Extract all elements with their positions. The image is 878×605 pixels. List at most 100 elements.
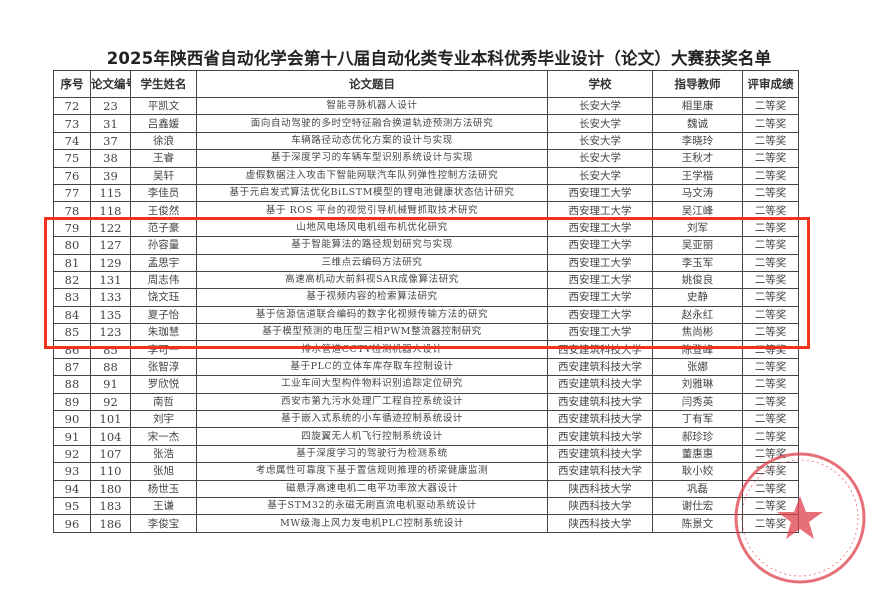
header-school: 学校: [547, 70, 653, 98]
cell-paper-id: 122: [90, 218, 131, 238]
table-row: 86 85 李可一 排水管道CCTV检测机器人设计 西安建筑科技大学 陈登峰 二等奖: [53, 340, 799, 359]
cell-student-name: 王俊然: [130, 201, 197, 220]
cell-paper-title: 基于元启发式算法优化BiLSTM模型的锂电池健康状态估计研究: [196, 183, 548, 203]
cell-advisor: 谢仕宏: [652, 496, 743, 516]
cell-paper-id: 107: [90, 444, 131, 464]
cell-paper-title: 车辆路径动态优化方案的设计与实现: [196, 131, 548, 151]
cell-school: 西安建筑科技大学: [547, 410, 653, 429]
cell-index: 77: [53, 183, 91, 203]
table-row: 94 180 杨世玉 磁悬浮高速电机二电平功率放大器设计 陕西科技大学 巩磊 二等奖: [53, 479, 799, 498]
cell-result: 二等奖: [742, 114, 799, 133]
cell-student-name: 吴轩: [130, 166, 197, 185]
cell-paper-title: 智能寻脉机器人设计: [196, 96, 548, 116]
cell-school: 陕西科技大学: [547, 496, 653, 516]
cell-paper-title: 工业车间大型构件物料识别追踪定位研究: [196, 375, 548, 394]
cell-paper-title: 基于嵌入式系统的小车循迹控制系统设计: [196, 410, 548, 429]
cell-paper-title: 基于 ROS 平台的视觉引导机械臂抓取技术研究: [196, 201, 548, 220]
cell-paper-id: 186: [90, 514, 131, 533]
cell-index: 72: [53, 96, 91, 116]
cell-student-name: 李俊宝: [130, 514, 197, 533]
cell-advisor: 刘军: [652, 218, 743, 238]
cell-result: 二等奖: [742, 253, 799, 272]
cell-school: 长安大学: [547, 96, 653, 116]
cell-result: 二等奖: [742, 218, 799, 238]
cell-student-name: 吕鑫媛: [130, 114, 197, 133]
cell-student-name: 范子豪: [130, 218, 197, 238]
cell-school: 西安理工大学: [547, 305, 653, 325]
cell-result: 二等奖: [742, 166, 799, 185]
table-row: 73 31 吕鑫媛 面向自动驾驶的多时空特征融合换道轨迹预测方法研究 长安大学 魏诚 二等奖: [53, 114, 799, 133]
cell-advisor: 郝珍珍: [652, 427, 743, 446]
cell-advisor: 巩磊: [652, 479, 743, 498]
cell-paper-id: 37: [90, 131, 131, 151]
cell-advisor: 吴江峰: [652, 201, 743, 220]
cell-paper-id: 123: [90, 323, 131, 342]
award-table: 序号 论文编号 学生姓名 论文题目 学校 指导教师 评审成绩 7223平凯文智能…: [53, 70, 799, 533]
table-row: 83 133 饶文珏 基于视频内容的检索算法研究 西安理工大学 史静 二等奖: [53, 288, 799, 307]
cell-paper-id: 92: [90, 392, 131, 412]
cell-advisor: 吴亚丽: [652, 236, 743, 255]
cell-paper-title: 基于信源信道联合编码的数字化视频传输方法的研究: [196, 305, 548, 325]
cell-paper-id: 110: [90, 462, 131, 481]
cell-paper-title: 四旋翼无人机飞行控制系统设计: [196, 427, 548, 446]
cell-index: 84: [53, 305, 91, 325]
table-row: 90 101 刘宇 基于嵌入式系统的小车循迹控制系统设计 西安建筑科技大学 丁有军 二等奖: [53, 410, 799, 429]
cell-school: 西安建筑科技大学: [547, 444, 653, 464]
cell-paper-title: 基于模型预测的电压型三相PWM整流器控制研究: [196, 323, 548, 342]
cell-student-name: 王谦: [130, 496, 197, 516]
cell-paper-id: 133: [90, 288, 131, 307]
cell-paper-title: 磁悬浮高速电机二电平功率放大器设计: [196, 479, 548, 498]
cell-result: 二等奖: [742, 149, 799, 168]
cell-paper-title: MW级海上风力发电机PLC控制系统设计: [196, 514, 548, 533]
cell-student-name: 孟思宇: [130, 253, 197, 272]
cell-school: 西安建筑科技大学: [547, 462, 653, 481]
cell-advisor: 王学楷: [652, 166, 743, 185]
cell-index: 85: [53, 323, 91, 342]
cell-paper-id: 131: [90, 270, 131, 290]
cell-advisor: 李晓玲: [652, 131, 743, 151]
cell-school: 陕西科技大学: [547, 514, 653, 533]
cell-result: 二等奖: [742, 270, 799, 290]
cell-result: 二等奖: [742, 357, 799, 377]
table-row: 72 23 平凯文 智能寻脉机器人设计 长安大学 相里康 二等奖: [53, 96, 799, 116]
cell-student-name: 徐浪: [130, 131, 197, 151]
cell-advisor: 姚俊良: [652, 270, 743, 290]
cell-advisor: 赵永红: [652, 305, 743, 325]
cell-result: 二等奖: [742, 236, 799, 255]
cell-advisor: 李玉军: [652, 253, 743, 272]
cell-paper-title: 高速高机动大前斜视SAR成像算法研究: [196, 270, 548, 290]
cell-result: 二等奖: [742, 288, 799, 307]
cell-index: 89: [53, 392, 91, 412]
header-advisor: 指导教师: [652, 70, 743, 98]
cell-student-name: 张浩: [130, 444, 197, 464]
table-row: 88 91 罗欣悦 工业车间大型构件物料识别追踪定位研究 西安建筑科技大学 刘雅琳 二等奖: [53, 375, 799, 394]
cell-advisor: 焦尚彬: [652, 323, 743, 342]
cell-advisor: 闫秀英: [652, 392, 743, 412]
cell-student-name: 周志伟: [130, 270, 197, 290]
cell-result: 二等奖: [742, 323, 799, 342]
cell-index: 86: [53, 340, 91, 359]
cell-result: 二等奖: [742, 427, 799, 446]
cell-advisor: 张娜: [652, 357, 743, 377]
cell-school: 长安大学: [547, 131, 653, 151]
cell-paper-id: 115: [90, 183, 131, 203]
cell-advisor: 刘雅琳: [652, 375, 743, 394]
cell-paper-title: 三维点云编码方法研究: [196, 253, 548, 272]
cell-paper-id: 129: [90, 253, 131, 272]
table-row: 87 88 张智淳 基于PLC的立体车库存取车控制设计 西安建筑科技大学 张娜 二等奖: [53, 357, 799, 377]
cell-advisor: 陈登峰: [652, 340, 743, 359]
cell-advisor: 马文涛: [652, 183, 743, 203]
cell-student-name: 夏子怡: [130, 305, 197, 325]
cell-paper-title: 基于视频内容的检索算法研究: [196, 288, 548, 307]
table-row: 85 123 朱珈慧 基于模型预测的电压型三相PWM整流器控制研究 西安理工大学 焦尚彬二…: [53, 323, 799, 342]
cell-school: 西安建筑科技大学: [547, 427, 653, 446]
cell-result: 二等奖: [742, 96, 799, 116]
cell-index: 82: [53, 270, 91, 290]
cell-paper-id: 91: [90, 375, 131, 394]
cell-index: 83: [53, 288, 91, 307]
cell-advisor: 董惠惠: [652, 444, 743, 464]
cell-advisor: 王秋才: [652, 149, 743, 168]
cell-paper-title: 基于STM32的永磁无刷直流电机驱动系统设计: [196, 496, 548, 516]
cell-school: 陕西科技大学: [547, 479, 653, 498]
cell-result: 二等奖: [742, 496, 799, 516]
